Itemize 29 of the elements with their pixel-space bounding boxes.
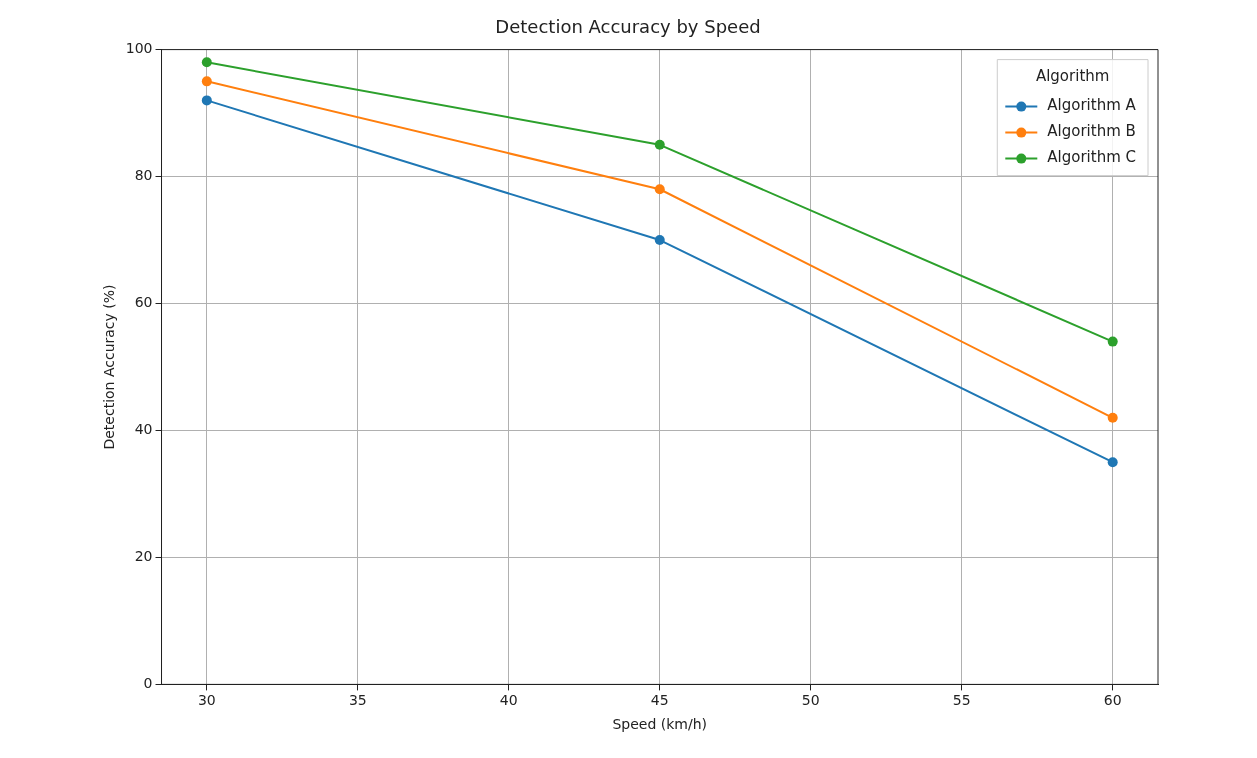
point [1107,457,1118,468]
y-tick-label: 40 [134,421,153,438]
x-tick-label: 40 [499,692,518,709]
point [654,139,665,150]
legend-label: Algorithm C [1047,148,1137,167]
point [654,235,665,246]
point [201,57,212,68]
x-tick-label: 30 [197,692,216,709]
x-tick-label: 50 [801,692,820,709]
point [201,95,212,106]
x-tick-label: 35 [348,692,367,709]
chart-title: Detection Accuracy by Speed [495,16,761,38]
x-tick-label: 60 [1103,692,1122,709]
point [1107,412,1118,423]
y-tick-label: 60 [134,294,153,311]
x-axis-title: Speed (km/h) [612,716,708,733]
y-tick-label: 0 [143,675,153,692]
legend-title: Algorithm [1035,67,1110,86]
y-tick-label: 100 [125,40,153,57]
x-tick-label: 55 [952,692,971,709]
y-tick-label: 20 [134,548,153,565]
point [1107,336,1118,347]
y-tick-label: 80 [134,167,153,184]
x-tick-label: 45 [650,692,669,709]
point [201,76,212,87]
legend-label: Algorithm A [1047,96,1137,115]
legend-label: Algorithm B [1047,122,1136,141]
point [654,184,665,195]
y-axis-title: Detection Accuracy (%) [101,284,118,450]
